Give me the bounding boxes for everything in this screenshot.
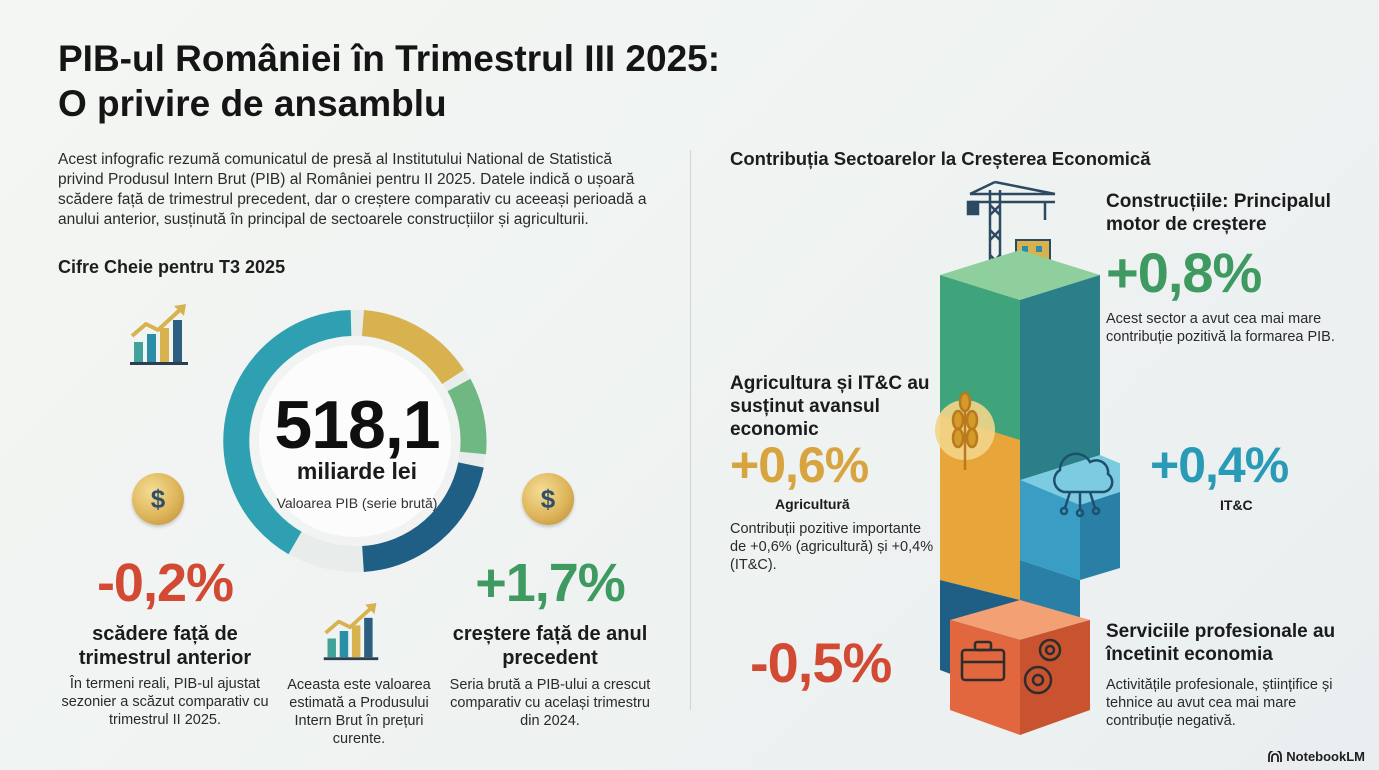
cloud-network-icon — [1053, 452, 1114, 518]
gdp-caption: Valoarea PIB (serie brută) — [276, 495, 438, 511]
briefcase-gear-icon — [960, 638, 1062, 695]
gdp-ring-svg — [223, 310, 487, 572]
column-divider — [690, 150, 691, 710]
agri-it-desc: Contribuții pozitive importante de +0,6%… — [730, 521, 934, 573]
it-label: IT&C — [1220, 497, 1253, 513]
quarter-change-desc: În termeni reali, PIB-ul ajustat sezonie… — [61, 676, 269, 728]
gdp-center-note: Aceasta este valoarea estimată a Produsu… — [287, 677, 431, 747]
quarter-change-value: -0,2% — [96, 553, 234, 613]
wheat-icon — [951, 391, 979, 470]
sector-tower-illustration — [920, 180, 1160, 740]
brand-name: NotebookLM — [1286, 749, 1365, 764]
construction-value: +0,8% — [1106, 241, 1262, 304]
gdp-value: 518,1 — [274, 387, 440, 463]
agri-value: +0,6% — [730, 437, 869, 493]
it-value: +0,4% — [1150, 437, 1289, 493]
services-title: Serviciile profesionale au încetinit eco… — [1106, 621, 1336, 665]
bar-chart-growth-icon — [320, 600, 382, 662]
gdp-unit: miliarde lei — [296, 458, 418, 484]
year-change-label: creștere față de anul precedent — [452, 623, 648, 669]
page-title: PIB-ul României în Trimestrul III 2025: … — [58, 36, 720, 126]
agri-it-title: Agricultura și IT&C au susținut avansul … — [730, 373, 930, 440]
notebooklm-logo-icon — [1268, 750, 1283, 762]
dollar-coin-icon: $ — [132, 473, 184, 525]
gdp-ring — [221, 303, 489, 583]
intro-paragraph: Acest infografic rezumă comunicatul de p… — [58, 151, 647, 228]
services-desc: Activitățile profesionale, științifice ș… — [1106, 677, 1333, 729]
construction-desc: Acest sector a avut cea mai mare contrib… — [1106, 311, 1335, 345]
sectors-heading: Contribuția Sectoarelor la Creșterea Eco… — [730, 148, 1151, 169]
year-change-value: +1,7% — [475, 553, 626, 613]
dollar-coin-icon: $ — [522, 473, 574, 525]
page-title-line2: O privire de ansamblu — [58, 83, 447, 124]
quarter-change-label: scădere față de trimestrul anterior — [78, 623, 252, 669]
agri-label: Agricultură — [775, 496, 850, 512]
bar-chart-growth-icon — [126, 302, 192, 366]
construction-title: Construcțiile: Principalul motor de creș… — [1106, 191, 1331, 235]
services-value: -0,5% — [750, 631, 892, 694]
page-title-line1: PIB-ul României în Trimestrul III 2025: — [58, 38, 721, 79]
key-figures-heading: Cifre Cheie pentru T3 2025 — [58, 257, 286, 277]
year-change-desc: Seria brută a PIB-ului a crescut compara… — [449, 677, 651, 729]
brand-logo: NotebookLM — [1268, 749, 1365, 764]
